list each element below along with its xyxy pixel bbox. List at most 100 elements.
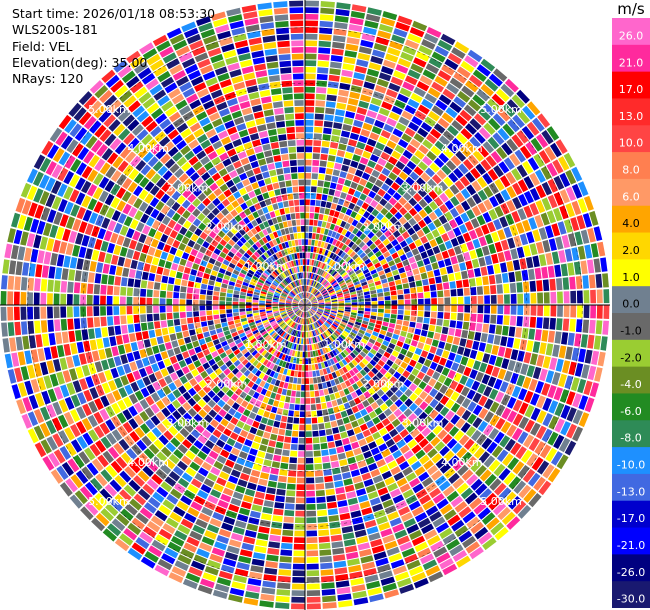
- range-gate: [271, 272, 277, 279]
- range-gate: [316, 376, 322, 383]
- range-gate: [516, 316, 523, 327]
- range-gate: [359, 500, 371, 509]
- range-gate: [299, 302, 305, 305]
- range-gate: [228, 539, 242, 548]
- range-gate: [424, 291, 431, 298]
- range-gate: [423, 459, 434, 470]
- range-gate: [310, 280, 313, 286]
- range-gate: [352, 590, 367, 599]
- range-gate: [2, 338, 10, 353]
- range-gate: [212, 265, 220, 272]
- range-gate: [266, 327, 273, 332]
- range-gate: [292, 289, 297, 295]
- range-gate: [194, 257, 202, 265]
- range-gate: [351, 196, 359, 204]
- range-gate: [287, 310, 293, 313]
- range-gate: [267, 293, 273, 297]
- range-gate: [343, 200, 350, 208]
- range-gate: [160, 463, 172, 475]
- range-gate: [169, 270, 177, 278]
- range-gate: [306, 292, 309, 299]
- range-gate: [449, 281, 456, 289]
- range-gate: [240, 501, 252, 510]
- range-gate: [305, 398, 311, 404]
- range-gate: [273, 400, 280, 407]
- range-gate: [261, 254, 267, 261]
- range-gate: [328, 259, 334, 266]
- range-gate: [118, 387, 128, 398]
- range-gate: [454, 354, 463, 364]
- range-gate: [144, 205, 154, 216]
- range-gate: [432, 425, 443, 435]
- range-gate: [277, 575, 291, 583]
- range-gate: [81, 271, 89, 283]
- range-gate: [465, 171, 476, 183]
- range-gate: [119, 246, 128, 257]
- range-gate: [484, 233, 494, 245]
- range-gate: [411, 571, 427, 583]
- range-gate: [214, 260, 222, 268]
- range-gate: [59, 482, 73, 497]
- range-gate: [323, 332, 328, 338]
- range-gate: [323, 264, 328, 271]
- range-gate: [384, 296, 391, 301]
- range-gate: [200, 260, 208, 267]
- range-gate: [357, 292, 364, 297]
- range-gate: [113, 222, 123, 234]
- range-gate: [181, 236, 190, 245]
- range-gate: [163, 141, 175, 152]
- range-gate: [234, 214, 242, 223]
- range-gate: [225, 481, 236, 491]
- range-gate: [245, 302, 252, 305]
- range-gate: [431, 81, 445, 93]
- range-gate: [377, 487, 389, 496]
- range-gate: [359, 341, 366, 348]
- range-gate: [47, 306, 53, 319]
- range-gate: [214, 541, 227, 551]
- range-gate: [362, 348, 369, 355]
- range-gate: [428, 571, 444, 583]
- range-gate: [313, 219, 318, 226]
- range-gate: [460, 386, 470, 397]
- range-gate: [192, 208, 201, 218]
- range-gate: [103, 230, 113, 242]
- range-gate: [323, 293, 329, 297]
- range-gate: [318, 269, 323, 275]
- range-gate: [220, 418, 229, 427]
- range-gate: [203, 187, 213, 197]
- range-gate: [298, 344, 301, 351]
- range-gate: [292, 305, 299, 307]
- range-gate: [243, 377, 251, 385]
- range-gate: [305, 299, 308, 305]
- range-gate: [352, 475, 363, 484]
- range-gate: [383, 192, 392, 202]
- range-gate: [336, 418, 344, 426]
- range-gate: [536, 395, 546, 409]
- range-gate: [305, 305, 311, 308]
- range-gate: [366, 68, 380, 78]
- range-gate: [212, 511, 225, 522]
- range-gate: [370, 199, 379, 208]
- range-gate: [490, 314, 497, 324]
- range-gate: [344, 179, 352, 187]
- range-gate: [293, 330, 297, 336]
- range-gate: [258, 256, 265, 263]
- range-gate: [301, 331, 304, 338]
- range-gate: [318, 423, 325, 430]
- range-gate: [88, 400, 98, 414]
- range-gate: [259, 265, 266, 272]
- range-gate: [214, 343, 222, 350]
- range-gate: [134, 427, 145, 439]
- range-gate: [424, 305, 431, 311]
- range-gate: [225, 334, 232, 340]
- range-gate: [364, 298, 371, 302]
- range-gate: [370, 290, 377, 295]
- range-gate: [470, 460, 482, 473]
- range-gate: [414, 541, 429, 553]
- range-gate: [225, 222, 234, 230]
- range-gate: [313, 260, 317, 267]
- range-gate: [30, 248, 39, 263]
- range-gate: [161, 327, 169, 336]
- range-gate: [187, 239, 196, 248]
- range-gate: [403, 356, 411, 364]
